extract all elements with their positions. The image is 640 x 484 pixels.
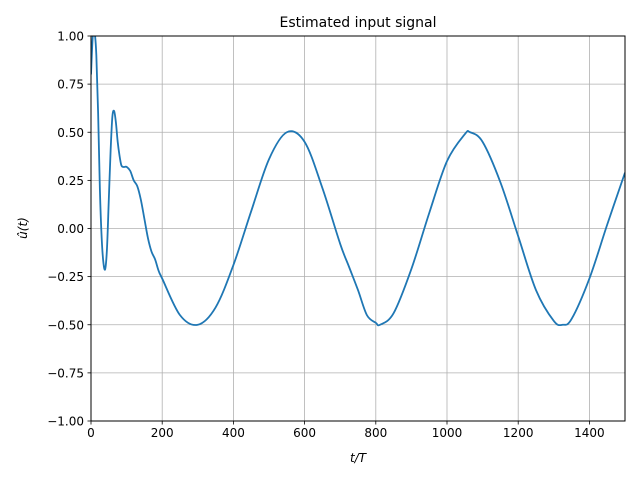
x-tick-label: 1400: [574, 426, 605, 440]
y-tick-label: 0.75: [57, 78, 84, 92]
y-tick-label: −0.75: [47, 366, 84, 380]
x-tick-label: 200: [151, 426, 174, 440]
grid-lines: [90, 35, 625, 422]
y-tick-label: 0.25: [57, 174, 84, 188]
y-tick-label: 0.00: [57, 222, 84, 236]
y-tick-label: 0.50: [57, 126, 84, 140]
chart-title: Estimated input signal: [279, 15, 436, 31]
y-tick-label: 1.00: [57, 30, 84, 44]
x-tick-label: 400: [222, 426, 245, 440]
y-tick-label: −1.00: [47, 415, 84, 429]
x-tick-label: 800: [364, 426, 387, 440]
y-tick-label: −0.25: [47, 270, 84, 284]
y-axis-ticks: 1.00 0.75 0.50 0.25 0.00 −0.25 −0.50 −0.75 −1.00: [47, 30, 91, 429]
x-tick-label: 600: [293, 426, 316, 440]
y-axis-label: û(t): [16, 217, 30, 239]
x-tick-label: 1200: [503, 426, 534, 440]
x-axis-ticks: 0 200 400 600 800 1000 1200 1400: [87, 421, 605, 440]
series-group: [91, 36, 625, 327]
x-tick-label: 0: [87, 426, 95, 440]
y-tick-label: −0.50: [47, 318, 84, 332]
x-axis-label: t/T: [350, 451, 368, 465]
series-line: [91, 36, 625, 327]
x-tick-label: 1000: [432, 426, 463, 440]
